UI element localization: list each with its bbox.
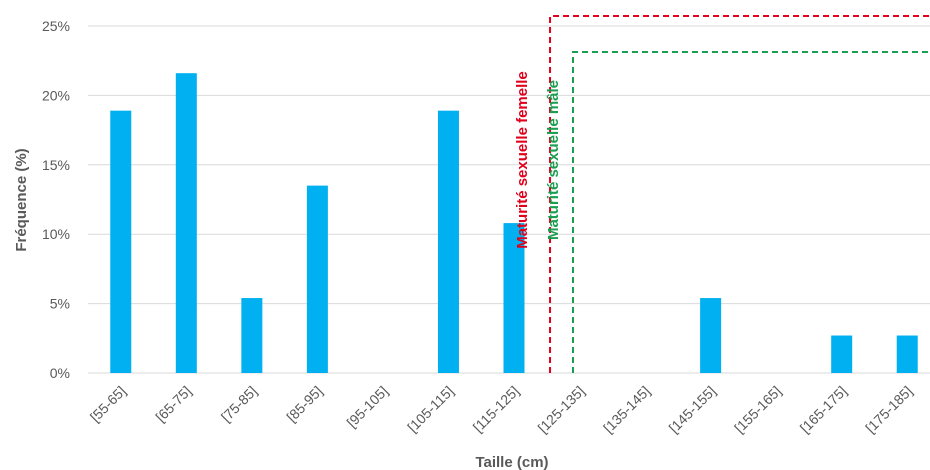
x-tick-label: [65-75] [152, 383, 194, 425]
x-axis-ticks: [55-65] [65-75] [75-85] [85-95] [95-105] [105… [87, 383, 916, 436]
x-axis-title: Taille (cm) [475, 454, 548, 470]
y-axis-ticks: 0% 5% 10% 15% 20% 25% [42, 18, 70, 381]
bars [110, 73, 918, 373]
bar [896, 335, 918, 373]
bar [503, 223, 525, 373]
bar [437, 110, 459, 373]
y-tick-label: 25% [42, 18, 70, 34]
maturity-threshold-line [571, 51, 930, 373]
x-tick-label: [135-145] [600, 383, 653, 436]
x-tick-label: [55-65] [87, 383, 129, 425]
x-tick-label: [175-185] [862, 383, 915, 436]
x-tick-label: [95-105] [343, 383, 391, 431]
x-tick-label: [165-175] [797, 383, 850, 436]
x-tick-label: [75-85] [218, 383, 260, 425]
x-tick-label: [125-135] [535, 383, 588, 436]
x-tick-label: [105-115] [404, 383, 456, 435]
bar [110, 110, 132, 373]
y-tick-label: 20% [42, 87, 70, 103]
x-tick-label: [115-125] [470, 383, 522, 435]
maturity-label: Maturité sexuelle mâle [545, 80, 562, 240]
y-tick-label: 10% [42, 226, 70, 242]
bar [241, 298, 263, 373]
bar [175, 73, 197, 373]
y-tick-label: 5% [50, 296, 70, 312]
x-tick-label: [85-95] [283, 383, 325, 425]
y-tick-label: 0% [50, 365, 70, 381]
bar [306, 185, 328, 373]
x-tick-label: [155-165] [731, 383, 784, 436]
bar [700, 298, 722, 373]
y-axis-title: Fréquence (%) [13, 148, 30, 251]
bar [831, 335, 853, 373]
maturity-label: Maturité sexuelle femelle [514, 71, 531, 249]
y-tick-label: 15% [42, 157, 70, 173]
annotations: Maturité sexuelle femelle Maturité sexuel… [514, 15, 930, 373]
maturity-threshold-line [549, 15, 930, 373]
x-tick-label: [145-155] [666, 383, 719, 436]
